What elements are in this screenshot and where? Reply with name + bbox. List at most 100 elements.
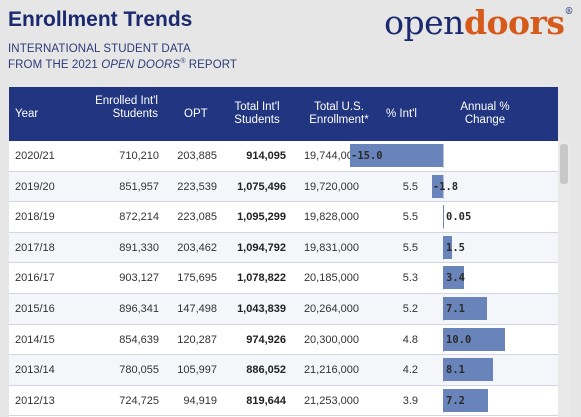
table-header: Year Enrolled Int'l Students OPT Total I… bbox=[9, 87, 558, 141]
cell-total-intl: 1,078,822 bbox=[237, 272, 286, 285]
cell-enrolled: 724,725 bbox=[119, 394, 159, 407]
col-header-annual-change: Annual % Change bbox=[460, 101, 510, 126]
cell-total-intl: 1,095,299 bbox=[237, 211, 286, 224]
change-bar bbox=[443, 266, 465, 290]
cell-total-us: 21,253,000 bbox=[303, 394, 359, 407]
cell-total-us: 20,300,000 bbox=[303, 333, 359, 346]
cell-enrolled: 896,341 bbox=[119, 302, 159, 315]
enrollment-table: Year Enrolled Int'l Students OPT Total I… bbox=[9, 87, 558, 417]
cell-total-us: 20,185,000 bbox=[303, 272, 359, 285]
cell-opt: 203,462 bbox=[177, 241, 217, 254]
change-bar bbox=[443, 235, 453, 259]
subtitle-line-1: INTERNATIONAL STUDENT DATA bbox=[8, 43, 191, 55]
col-header-total-intl: Total Int'l Students bbox=[234, 101, 280, 126]
table-row: 2012/13 724,725 94,919 819,644 21,253,000 3.9… bbox=[9, 385, 558, 417]
table-row: 2016/17 903,127 175,695 1,078,822 20,185,000… bbox=[9, 263, 558, 294]
cell-enrolled: 780,055 bbox=[119, 364, 159, 377]
cell-opt: 105,997 bbox=[177, 364, 217, 377]
opendoors-logo[interactable]: opendoors® bbox=[384, 3, 573, 42]
cell-pct-intl: 5.5 bbox=[402, 180, 418, 193]
col-header-total-us: Total U.S. Enrollment* bbox=[309, 101, 369, 126]
cell-total-us: 19,828,000 bbox=[303, 211, 359, 224]
cell-opt: 203,885 bbox=[177, 150, 217, 162]
cell-year: 2017/18 bbox=[15, 241, 55, 254]
change-axis bbox=[443, 144, 444, 168]
cell-enrolled: 851,957 bbox=[119, 180, 159, 193]
cell-total-intl: 1,075,496 bbox=[237, 180, 286, 193]
cell-opt: 175,695 bbox=[177, 272, 217, 285]
cell-enrolled: 854,639 bbox=[119, 333, 159, 346]
change-bar bbox=[443, 327, 505, 351]
scrollbar-thumb[interactable] bbox=[560, 144, 568, 184]
col-header-opt: OPT bbox=[184, 108, 208, 120]
cell-total-intl: 914,095 bbox=[246, 150, 286, 162]
change-label: 3.4 bbox=[446, 272, 465, 285]
cell-total-intl: 819,644 bbox=[246, 394, 286, 407]
change-label: 10.0 bbox=[446, 333, 472, 346]
cell-total-intl: 1,094,792 bbox=[237, 241, 286, 254]
change-label: 1.5 bbox=[446, 241, 465, 254]
cell-pct-intl: 5.5 bbox=[402, 241, 418, 254]
cell-enrolled: 872,214 bbox=[119, 211, 159, 224]
cell-total-us: 19,720,000 bbox=[303, 180, 359, 193]
table-body: 2020/21 710,210 203,885 914,095 19,744,000 4.… bbox=[9, 141, 558, 417]
change-label: 7.2 bbox=[446, 394, 465, 407]
table-row: 2013/14 780,055 105,997 886,052 21,216,000 4.… bbox=[9, 355, 558, 386]
cell-total-intl: 1,043,839 bbox=[237, 302, 286, 315]
table-row: 2018/19 872,214 223,085 1,095,299 19,828,000… bbox=[9, 202, 558, 233]
cell-total-intl: 886,052 bbox=[246, 364, 286, 377]
change-bar bbox=[443, 388, 488, 412]
change-label: 7.1 bbox=[446, 302, 465, 315]
table-row: 2015/16 896,341 147,498 1,043,839 20,264,000… bbox=[9, 293, 558, 325]
cell-enrolled: 903,127 bbox=[119, 272, 159, 285]
change-label: 0.05 bbox=[446, 211, 472, 224]
cell-year: 2014/15 bbox=[15, 333, 55, 346]
cell-total-us: 21,216,000 bbox=[303, 364, 359, 377]
change-bar bbox=[431, 174, 443, 198]
change-axis bbox=[443, 174, 444, 199]
col-header-pct-intl: % Int'l bbox=[386, 108, 417, 120]
page-title: Enrollment Trends bbox=[8, 8, 193, 31]
subtitle-line-2: FROM THE 2021 OPEN DOORS® REPORT bbox=[8, 58, 238, 71]
cell-pct-intl: 5.5 bbox=[402, 211, 418, 224]
cell-year: 2012/13 bbox=[15, 394, 55, 407]
cell-pct-intl: 4.2 bbox=[402, 364, 418, 377]
report-name: OPEN DOORS bbox=[101, 58, 181, 71]
cell-pct-intl: 5.2 bbox=[402, 302, 418, 315]
change-bar bbox=[443, 296, 488, 320]
cell-total-us: 19,744,000 bbox=[303, 150, 359, 162]
cell-opt: 223,539 bbox=[177, 180, 217, 193]
table-row: 2019/20 851,957 223,539 1,075,496 19,720,000… bbox=[9, 171, 558, 203]
change-bar bbox=[443, 358, 494, 382]
col-header-year: Year bbox=[15, 108, 39, 120]
cell-pct-intl: 3.9 bbox=[402, 394, 418, 407]
cell-total-us: 19,831,000 bbox=[303, 241, 359, 254]
cell-year: 2018/19 bbox=[15, 211, 55, 224]
cell-total-us: 20,264,000 bbox=[303, 302, 359, 315]
cell-opt: 223,085 bbox=[177, 211, 217, 224]
change-label: 8.1 bbox=[446, 364, 465, 377]
col-header-enrolled: Enrolled Int'l Students bbox=[95, 95, 158, 120]
change-label: -15.0 bbox=[351, 150, 383, 162]
cell-opt: 120,287 bbox=[177, 333, 217, 346]
table-row: 2017/18 891,330 203,462 1,094,792 19,831,000… bbox=[9, 232, 558, 264]
change-bar bbox=[350, 144, 443, 167]
change-axis bbox=[443, 205, 444, 230]
cell-opt: 147,498 bbox=[177, 302, 217, 315]
table-row: 2014/15 854,639 120,287 974,926 20,300,000 4.… bbox=[9, 324, 558, 356]
change-bar bbox=[443, 205, 444, 229]
change-label: -1.8 bbox=[432, 180, 459, 193]
cell-enrolled: 891,330 bbox=[119, 241, 159, 254]
scrollbar[interactable] bbox=[558, 141, 570, 417]
cell-year: 2016/17 bbox=[15, 272, 55, 285]
cell-total-intl: 974,926 bbox=[246, 333, 286, 346]
cell-enrolled: 710,210 bbox=[119, 150, 159, 162]
cell-pct-intl: 5.3 bbox=[402, 272, 418, 285]
cell-year: 2020/21 bbox=[15, 150, 55, 162]
table-row: 2020/21710,210203,885914,09519,744,0004.… bbox=[9, 141, 558, 172]
cell-year: 2015/16 bbox=[15, 302, 55, 315]
cell-opt: 94,919 bbox=[183, 394, 217, 407]
cell-year: 2019/20 bbox=[15, 180, 55, 193]
cell-pct-intl: 4.8 bbox=[402, 333, 418, 346]
cell-year: 2013/14 bbox=[15, 364, 55, 377]
